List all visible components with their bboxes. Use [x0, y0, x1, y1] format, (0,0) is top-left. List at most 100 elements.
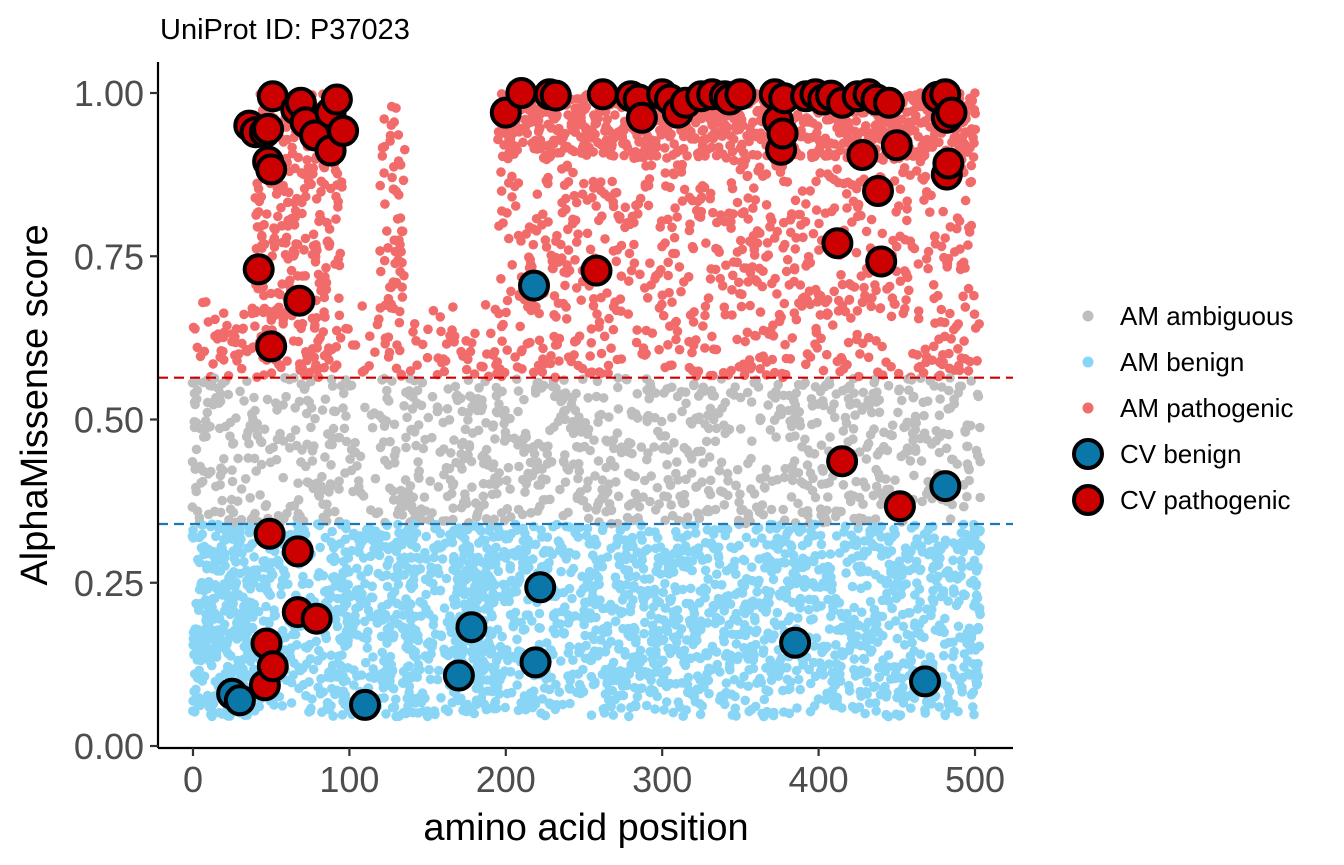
am-point	[412, 385, 423, 396]
am-point	[612, 428, 623, 438]
am-point	[381, 416, 392, 426]
am-point	[435, 585, 446, 596]
am-point	[771, 432, 781, 442]
am-point	[527, 616, 537, 626]
am-point	[740, 695, 750, 706]
am-point	[585, 244, 596, 255]
am-point	[598, 393, 609, 403]
am-point	[703, 675, 714, 686]
am-point	[467, 338, 477, 348]
am-point	[197, 529, 208, 540]
am-point	[356, 670, 367, 680]
am-point	[228, 507, 239, 518]
am-point	[268, 570, 278, 580]
am-point	[247, 622, 258, 633]
am-point	[524, 562, 534, 573]
am-point	[397, 257, 407, 268]
am-point	[441, 573, 452, 584]
am-point	[319, 362, 330, 373]
am-point	[727, 183, 738, 194]
am-point	[639, 602, 649, 612]
am-point	[464, 440, 475, 450]
am-point	[379, 693, 390, 703]
am-point	[672, 326, 683, 337]
am-point	[367, 592, 378, 603]
am-point	[716, 580, 727, 590]
am-point	[304, 578, 314, 589]
am-point	[552, 230, 562, 241]
am-point	[749, 183, 759, 193]
am-point	[769, 707, 779, 718]
am-point	[583, 393, 593, 403]
am-point	[391, 694, 401, 705]
am-point	[545, 494, 555, 505]
am-point	[327, 381, 338, 391]
am-point	[714, 247, 724, 257]
am-point	[211, 652, 222, 662]
am-point	[266, 368, 277, 378]
am-point	[811, 633, 822, 643]
am-point	[674, 344, 685, 355]
am-point	[449, 435, 459, 445]
am-point	[384, 555, 394, 565]
am-point	[236, 534, 246, 544]
am-point	[625, 438, 636, 449]
am-point	[344, 567, 354, 577]
am-point	[202, 407, 213, 418]
am-point	[327, 526, 338, 537]
am-point	[682, 512, 693, 522]
am-point	[520, 487, 530, 497]
am-point	[501, 307, 511, 318]
am-point	[816, 440, 827, 451]
am-point	[365, 331, 375, 342]
am-point	[476, 526, 487, 536]
am-point	[710, 504, 721, 515]
am-point	[502, 433, 513, 443]
am-point	[805, 258, 816, 268]
am-point	[542, 532, 553, 542]
am-point	[825, 432, 835, 442]
am-point	[382, 570, 392, 580]
am-point	[446, 448, 456, 458]
am-point	[768, 574, 779, 585]
am-point	[534, 608, 545, 619]
am-point	[532, 189, 543, 199]
am-point	[461, 364, 472, 375]
am-point	[795, 280, 806, 290]
am-point	[334, 432, 345, 443]
am-point	[749, 650, 759, 661]
am-point	[227, 465, 237, 476]
am-point	[725, 599, 736, 609]
am-point	[613, 404, 624, 414]
am-point	[492, 488, 502, 499]
am-point	[332, 360, 342, 370]
am-point	[543, 217, 553, 227]
am-point	[847, 581, 858, 592]
am-point	[620, 202, 631, 213]
am-point	[579, 178, 589, 189]
am-point	[298, 571, 308, 582]
am-point	[350, 617, 361, 627]
am-point	[715, 667, 725, 677]
am-point	[629, 239, 639, 250]
am-point	[753, 382, 764, 392]
am-point	[573, 532, 583, 542]
am-point	[696, 192, 707, 202]
am-point	[825, 563, 836, 574]
am-point	[538, 343, 548, 354]
am-point	[759, 694, 770, 705]
am-point	[795, 151, 806, 161]
am-point	[424, 664, 434, 675]
am-point	[650, 704, 660, 714]
am-point	[652, 691, 662, 702]
am-point	[528, 239, 539, 250]
am-point	[665, 182, 675, 193]
am-point	[394, 317, 405, 328]
am-point	[667, 360, 677, 371]
am-point	[257, 230, 267, 241]
am-point	[448, 302, 458, 312]
am-point	[514, 670, 524, 680]
am-point	[599, 331, 610, 342]
am-point	[528, 554, 538, 564]
am-point	[746, 397, 757, 407]
